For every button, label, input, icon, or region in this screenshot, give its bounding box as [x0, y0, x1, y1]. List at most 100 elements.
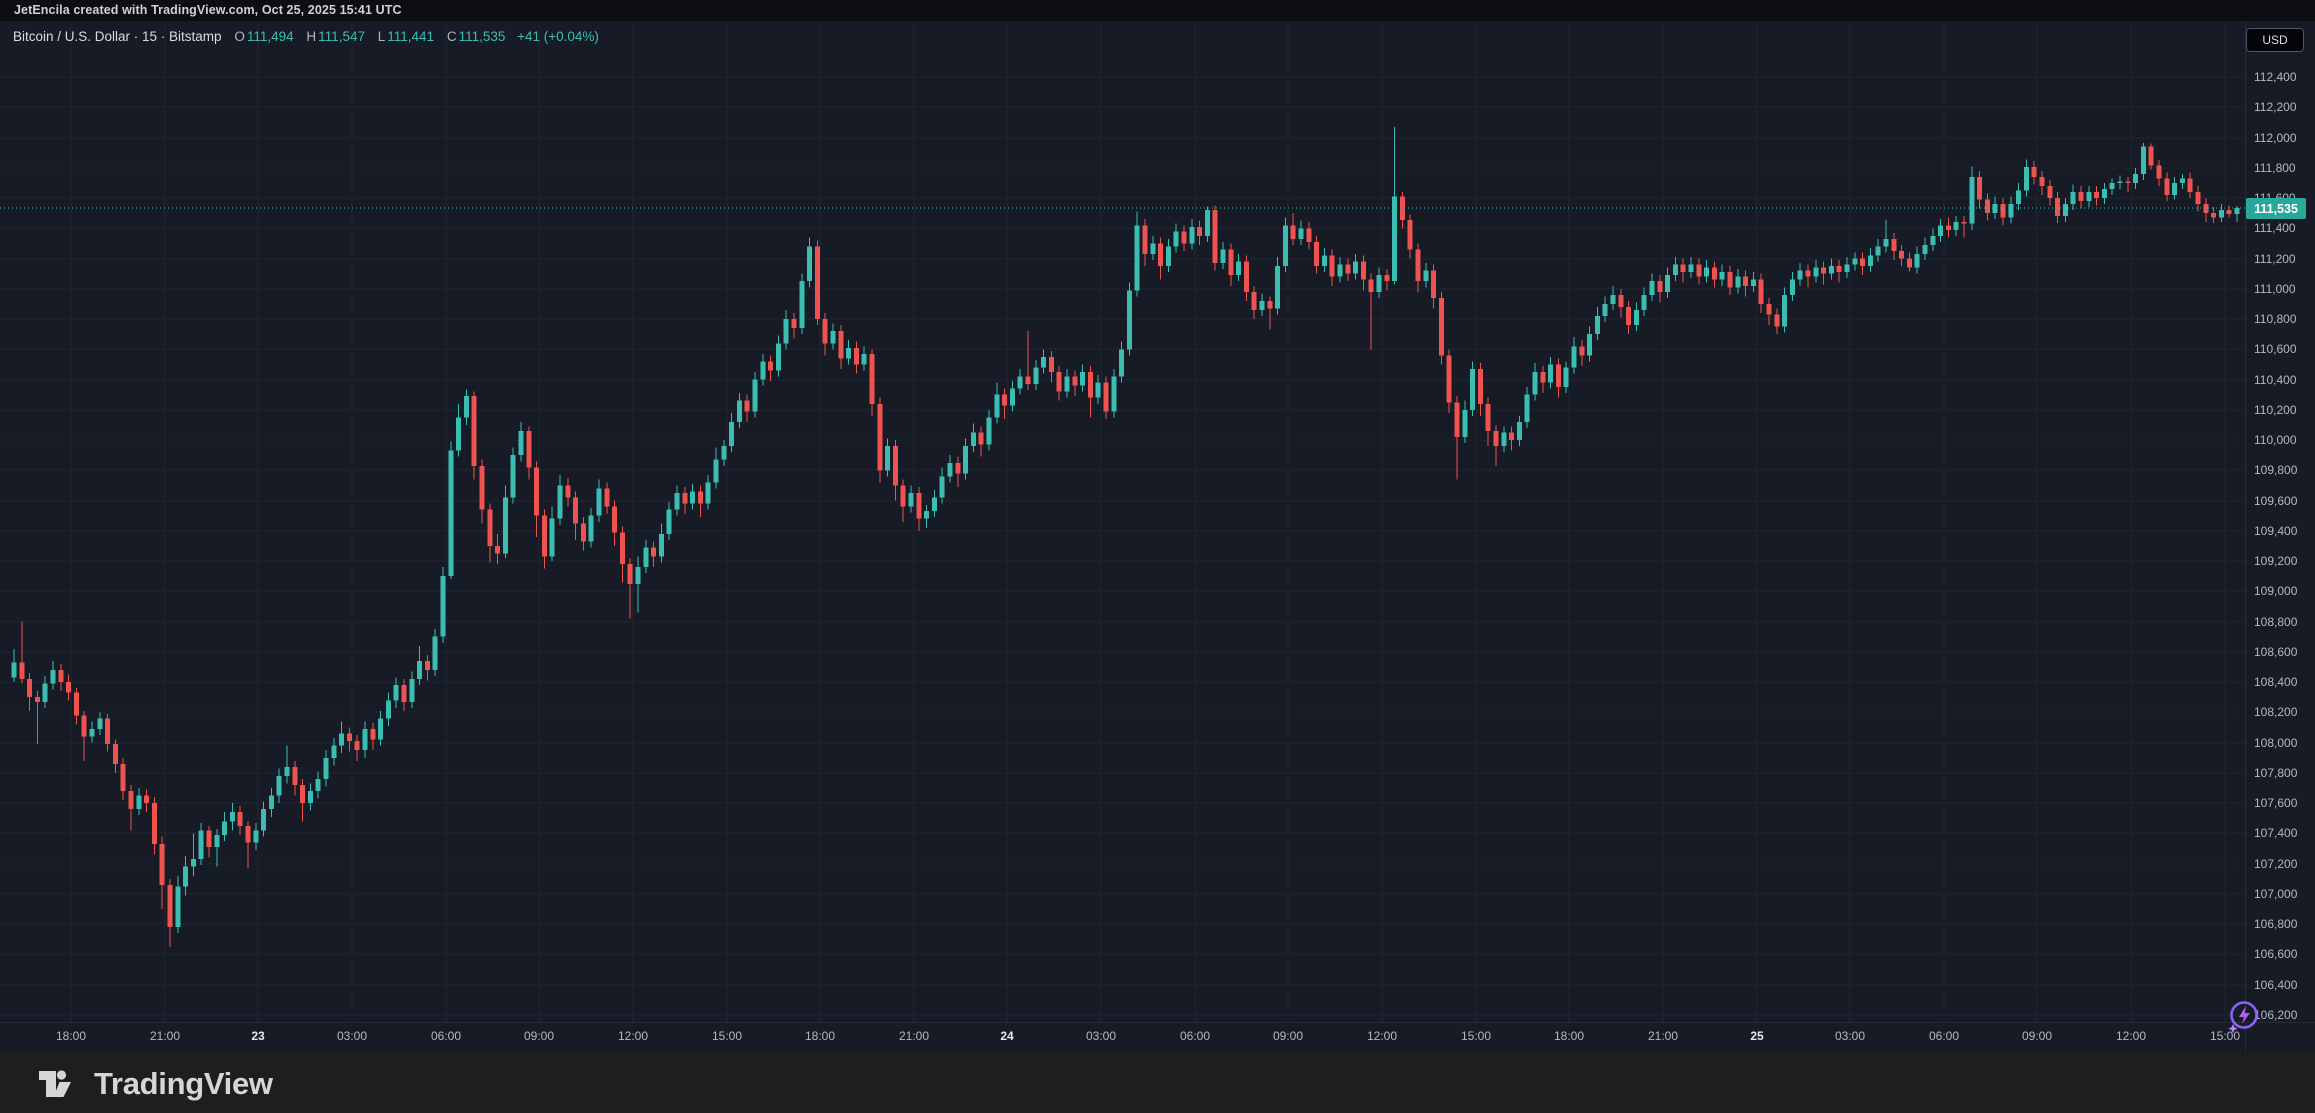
candle-body: [1719, 272, 1725, 280]
candle-body: [908, 493, 914, 507]
candle-body: [2094, 191, 2100, 199]
candle-body: [1041, 356, 1047, 368]
candle-body: [1899, 250, 1905, 259]
candle-body: [1860, 258, 1866, 267]
candle-body: [947, 462, 953, 477]
time-axis-label: 12:00: [2115, 1029, 2147, 1043]
price-axis-label: 111,200: [2254, 252, 2296, 266]
time-axis-date-label: 23: [251, 1029, 265, 1043]
boost-flash-icon[interactable]: [2227, 998, 2263, 1036]
candle-body: [237, 812, 243, 826]
candle-body: [11, 662, 17, 678]
candle-body: [346, 733, 352, 742]
price-axis-label: 109,000: [2254, 584, 2298, 598]
price-axis-label: 109,600: [2254, 494, 2298, 508]
candle-body: [970, 432, 976, 447]
close-value: 111,535: [458, 29, 506, 44]
candle-body: [2148, 146, 2154, 166]
candle-body: [986, 417, 992, 445]
candle-body: [1165, 246, 1171, 267]
candle-body: [440, 576, 446, 637]
currency-button[interactable]: USD: [2246, 28, 2304, 52]
candle-body: [1805, 270, 1811, 277]
candle-body: [1844, 264, 1850, 273]
candle-body: [97, 718, 103, 730]
price-axis-label: 111,000: [2254, 282, 2296, 296]
candle-body: [674, 493, 680, 510]
candle-body: [892, 446, 898, 486]
price-axis-label: 107,400: [2254, 826, 2298, 840]
candle-body: [471, 396, 477, 466]
candle-body: [729, 421, 735, 447]
candle-body: [229, 812, 235, 822]
candle-body: [768, 361, 774, 371]
candle-body: [284, 766, 290, 776]
candle-body: [2172, 182, 2178, 195]
symbol-title[interactable]: Bitcoin / U.S. Dollar · 15 · Bitstamp: [13, 29, 222, 44]
price-axis-label: 110,800: [2254, 312, 2297, 326]
time-axis-label: 06:00: [1179, 1029, 1211, 1043]
change-value: +41 (+0.04%): [517, 29, 599, 44]
candle-body: [1189, 226, 1195, 244]
candle-body: [783, 319, 789, 344]
candle-body: [1735, 276, 1741, 288]
candle-body: [1766, 303, 1772, 315]
candle-body: [2062, 204, 2068, 217]
price-axis-label: 108,400: [2254, 675, 2298, 689]
price-axis[interactable]: [2245, 21, 2315, 1052]
candle-body: [331, 745, 337, 758]
price-axis-label: 107,600: [2254, 796, 2298, 810]
chart-background: [0, 21, 2245, 1022]
candle-body: [2047, 185, 2053, 199]
candle-body: [2140, 146, 2146, 174]
candle-body: [557, 485, 563, 519]
candle-body: [144, 795, 150, 804]
candle-body: [214, 834, 220, 848]
candle-body: [300, 784, 306, 804]
candle-body: [1828, 266, 1834, 274]
price-axis-label: 112,200: [2254, 100, 2297, 114]
axis-corner: [2245, 1022, 2315, 1052]
candle-body: [128, 791, 134, 810]
candle-body: [2008, 204, 2014, 218]
candle-body: [1891, 238, 1897, 251]
candle-body: [1633, 309, 1639, 326]
price-axis-label: 110,600: [2254, 342, 2297, 356]
time-axis-label: 09:00: [523, 1029, 555, 1043]
candle-body: [1969, 176, 1975, 224]
candle-body: [1423, 270, 1429, 282]
candle-body: [1626, 306, 1632, 326]
price-axis-label: 106,800: [2254, 917, 2298, 931]
candle-body: [2218, 210, 2224, 218]
time-axis[interactable]: [0, 1022, 2245, 1052]
candle-body: [2070, 191, 2076, 205]
candle-body: [276, 775, 282, 796]
candle-body: [1181, 231, 1187, 244]
candle-body: [885, 446, 891, 471]
candle-body: [1220, 249, 1226, 264]
time-axis-label: 03:00: [336, 1029, 368, 1043]
price-axis-label: 107,000: [2254, 887, 2298, 901]
candle-body: [190, 859, 196, 867]
time-axis-label: 09:00: [1272, 1029, 1304, 1043]
candle-body: [658, 533, 664, 557]
high-label: H: [306, 29, 317, 44]
candle-body: [1399, 196, 1405, 220]
candle-body: [1446, 355, 1452, 403]
candle-body: [1353, 261, 1359, 274]
candle-body: [1072, 376, 1078, 386]
price-axis-label: 109,200: [2254, 554, 2298, 568]
candle-body: [1743, 276, 1749, 286]
candle-body: [50, 670, 56, 684]
candle-body: [2000, 204, 2006, 218]
candle-body: [924, 511, 930, 519]
candle-body: [1236, 261, 1242, 276]
candle-body: [1119, 349, 1125, 377]
time-axis-label: 18:00: [55, 1029, 87, 1043]
candle-body: [58, 670, 64, 683]
tradingview-logo[interactable]: TradingView: [37, 1066, 273, 1102]
candle-body: [292, 766, 298, 785]
candle-body: [105, 718, 111, 745]
candle-body: [323, 757, 329, 779]
